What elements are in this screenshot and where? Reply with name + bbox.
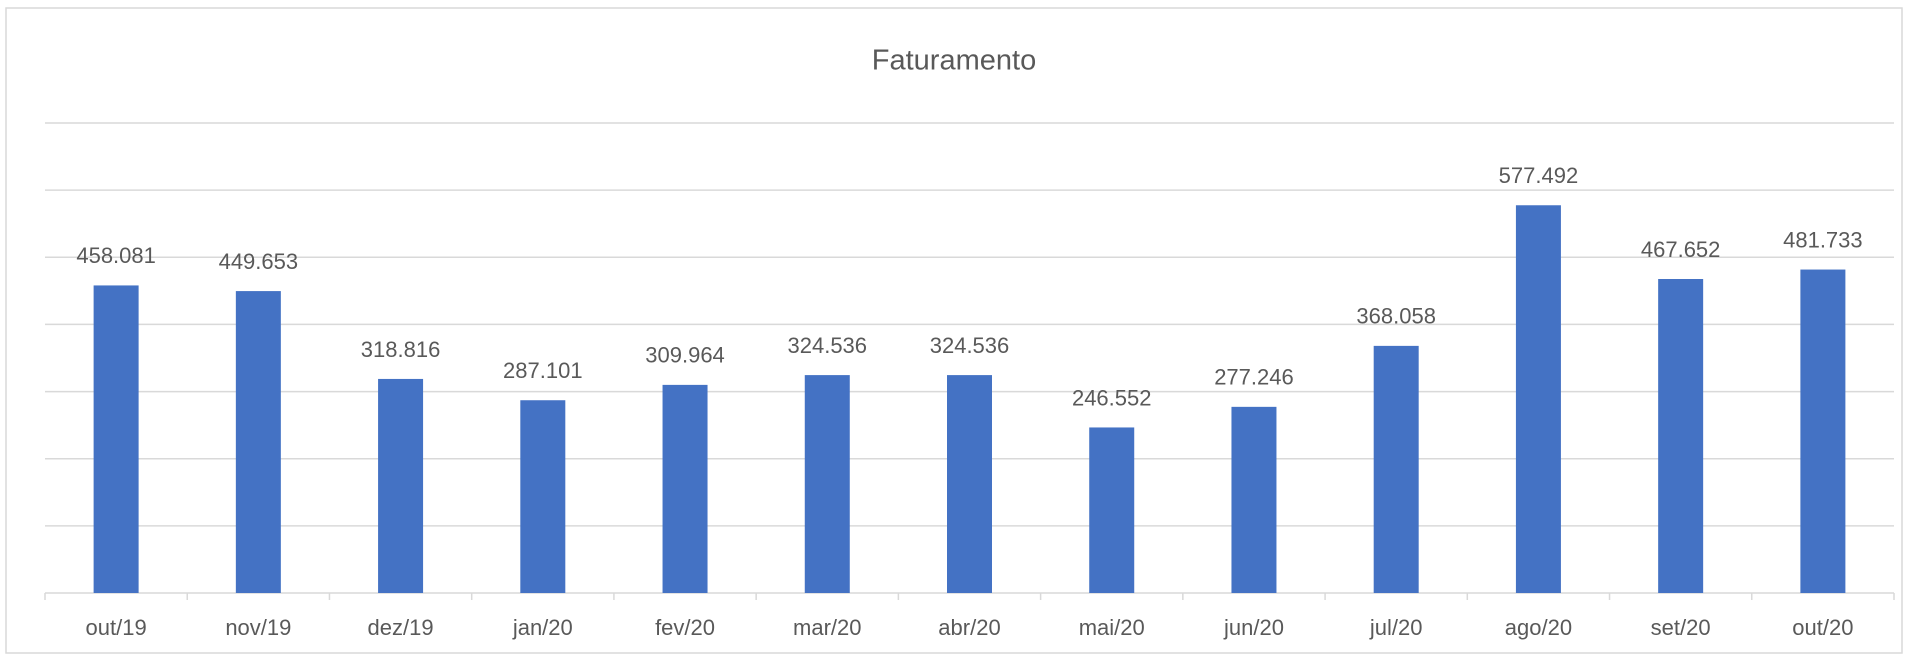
bar (947, 375, 992, 593)
bar (662, 384, 708, 593)
bar (520, 400, 566, 593)
bar (1089, 427, 1135, 593)
x-tick-label: jun/20 (1223, 615, 1284, 640)
bar (93, 285, 139, 593)
x-tick-label: set/20 (1651, 615, 1711, 640)
bar (378, 378, 424, 593)
data-label: 368.058 (1356, 304, 1436, 329)
bar (1800, 269, 1846, 593)
bar (1658, 279, 1704, 593)
x-tick-label: abr/20 (938, 615, 1000, 640)
data-label: 449.653 (219, 249, 299, 274)
data-label: 277.246 (1214, 365, 1294, 390)
x-tick-label: jan/20 (512, 615, 573, 640)
data-label: 318.816 (361, 337, 441, 362)
x-tick-label: fev/20 (655, 615, 715, 640)
data-label: 287.101 (503, 358, 583, 383)
bar (235, 291, 281, 593)
x-tick-label: mai/20 (1079, 615, 1145, 640)
x-tick-label: out/20 (1792, 615, 1853, 640)
data-label: 467.652 (1641, 237, 1721, 262)
bar (1373, 345, 1419, 593)
x-tick-label: ago/20 (1505, 615, 1572, 640)
data-label: 458.081 (76, 243, 156, 268)
bar (804, 375, 850, 593)
chart-title: Faturamento (872, 45, 1036, 77)
x-tick-label: nov/19 (225, 615, 291, 640)
data-label: 481.733 (1783, 227, 1863, 252)
data-label: 246.552 (1072, 385, 1152, 410)
bar (1231, 406, 1277, 593)
data-label: 309.964 (645, 343, 725, 368)
data-label: 324.536 (788, 333, 868, 358)
x-tick-label: dez/19 (368, 615, 434, 640)
data-label: 324.536 (930, 333, 1010, 358)
bar (1515, 205, 1561, 593)
x-tick-label: mar/20 (793, 615, 861, 640)
x-tick-label: out/19 (86, 615, 147, 640)
data-label: 577.492 (1499, 163, 1579, 188)
x-tick-label: jul/20 (1369, 615, 1423, 640)
